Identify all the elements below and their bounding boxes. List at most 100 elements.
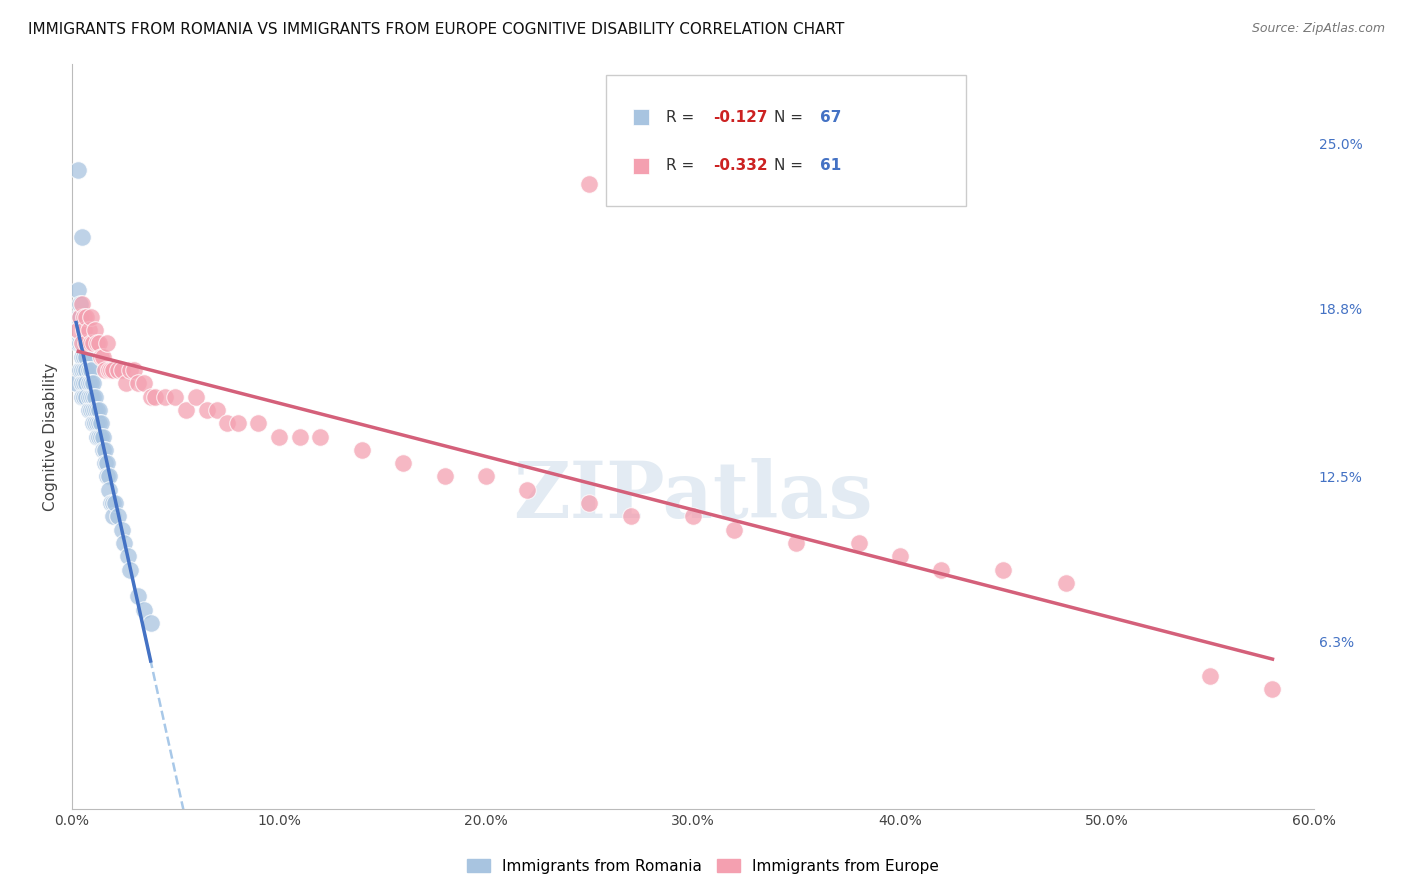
Point: [73, 363, 96, 377]
Text: N =: N =: [773, 158, 807, 173]
Point: [174, 403, 197, 417]
Point: [620, 509, 643, 524]
Point: [96, 469, 118, 483]
Point: [86, 336, 108, 351]
Point: [94, 456, 117, 470]
Point: [77, 403, 100, 417]
Point: [83, 417, 105, 431]
Text: 67: 67: [820, 110, 841, 125]
Point: [73, 323, 96, 337]
Point: [143, 390, 166, 404]
Point: [91, 350, 114, 364]
Text: Source: ZipAtlas.com: Source: ZipAtlas.com: [1251, 22, 1385, 36]
Point: [90, 417, 112, 431]
Point: [72, 390, 94, 404]
Point: [67, 163, 90, 178]
Point: [475, 469, 498, 483]
Point: [72, 363, 94, 377]
Point: [73, 350, 96, 364]
Point: [96, 336, 118, 351]
Point: [83, 403, 105, 417]
Point: [848, 536, 870, 550]
Point: [79, 376, 101, 391]
Point: [90, 429, 112, 443]
Point: [98, 363, 121, 377]
Text: -0.332: -0.332: [713, 158, 768, 173]
Point: [103, 509, 125, 524]
Point: [94, 363, 117, 377]
Point: [90, 350, 112, 364]
Point: [83, 323, 105, 337]
Point: [77, 323, 100, 337]
Point: [79, 336, 101, 351]
Point: [87, 336, 110, 351]
Point: [1199, 669, 1222, 683]
Text: -0.127: -0.127: [713, 110, 768, 125]
Point: [83, 390, 105, 404]
Point: [79, 363, 101, 377]
Point: [82, 336, 104, 351]
Point: [111, 363, 134, 377]
Point: [67, 336, 90, 351]
Point: [288, 429, 311, 443]
Point: [76, 376, 98, 391]
Point: [1054, 575, 1077, 590]
Point: [118, 563, 141, 577]
Point: [226, 417, 249, 431]
Y-axis label: Cognitive Disability: Cognitive Disability: [44, 362, 58, 510]
Point: [79, 310, 101, 324]
Point: [82, 403, 104, 417]
Point: [134, 376, 156, 391]
Point: [122, 363, 145, 377]
Point: [79, 403, 101, 417]
Point: [433, 469, 456, 483]
Point: [76, 363, 98, 377]
Point: [96, 456, 118, 470]
Point: [107, 509, 129, 524]
Point: [82, 376, 104, 391]
Point: [82, 390, 104, 404]
Point: [114, 376, 136, 391]
Text: R =: R =: [665, 158, 699, 173]
Point: [91, 442, 114, 457]
Point: [65, 376, 87, 391]
Text: R =: R =: [665, 110, 699, 125]
Point: [76, 310, 98, 324]
Point: [134, 602, 156, 616]
Point: [139, 615, 162, 630]
Point: [107, 363, 129, 377]
Point: [86, 417, 108, 431]
FancyBboxPatch shape: [606, 75, 966, 206]
Point: [69, 296, 91, 310]
Point: [82, 417, 104, 431]
Point: [67, 310, 90, 324]
Point: [73, 390, 96, 404]
Point: [87, 417, 110, 431]
Legend: Immigrants from Romania, Immigrants from Europe: Immigrants from Romania, Immigrants from…: [461, 853, 945, 880]
Point: [578, 496, 600, 510]
Point: [118, 363, 141, 377]
Point: [247, 417, 270, 431]
Point: [77, 376, 100, 391]
Point: [104, 496, 127, 510]
Point: [72, 350, 94, 364]
Point: [127, 589, 149, 603]
Point: [103, 363, 125, 377]
Point: [103, 496, 125, 510]
Point: [98, 483, 121, 497]
Point: [73, 376, 96, 391]
Point: [267, 429, 290, 443]
Point: [785, 536, 807, 550]
Point: [69, 310, 91, 324]
Point: [76, 390, 98, 404]
Point: [350, 442, 373, 457]
Point: [889, 549, 911, 564]
Point: [682, 509, 704, 524]
Point: [931, 563, 953, 577]
Point: [153, 390, 176, 404]
Point: [76, 350, 98, 364]
Point: [86, 429, 108, 443]
Text: N =: N =: [773, 110, 807, 125]
Point: [91, 429, 114, 443]
Point: [98, 469, 121, 483]
